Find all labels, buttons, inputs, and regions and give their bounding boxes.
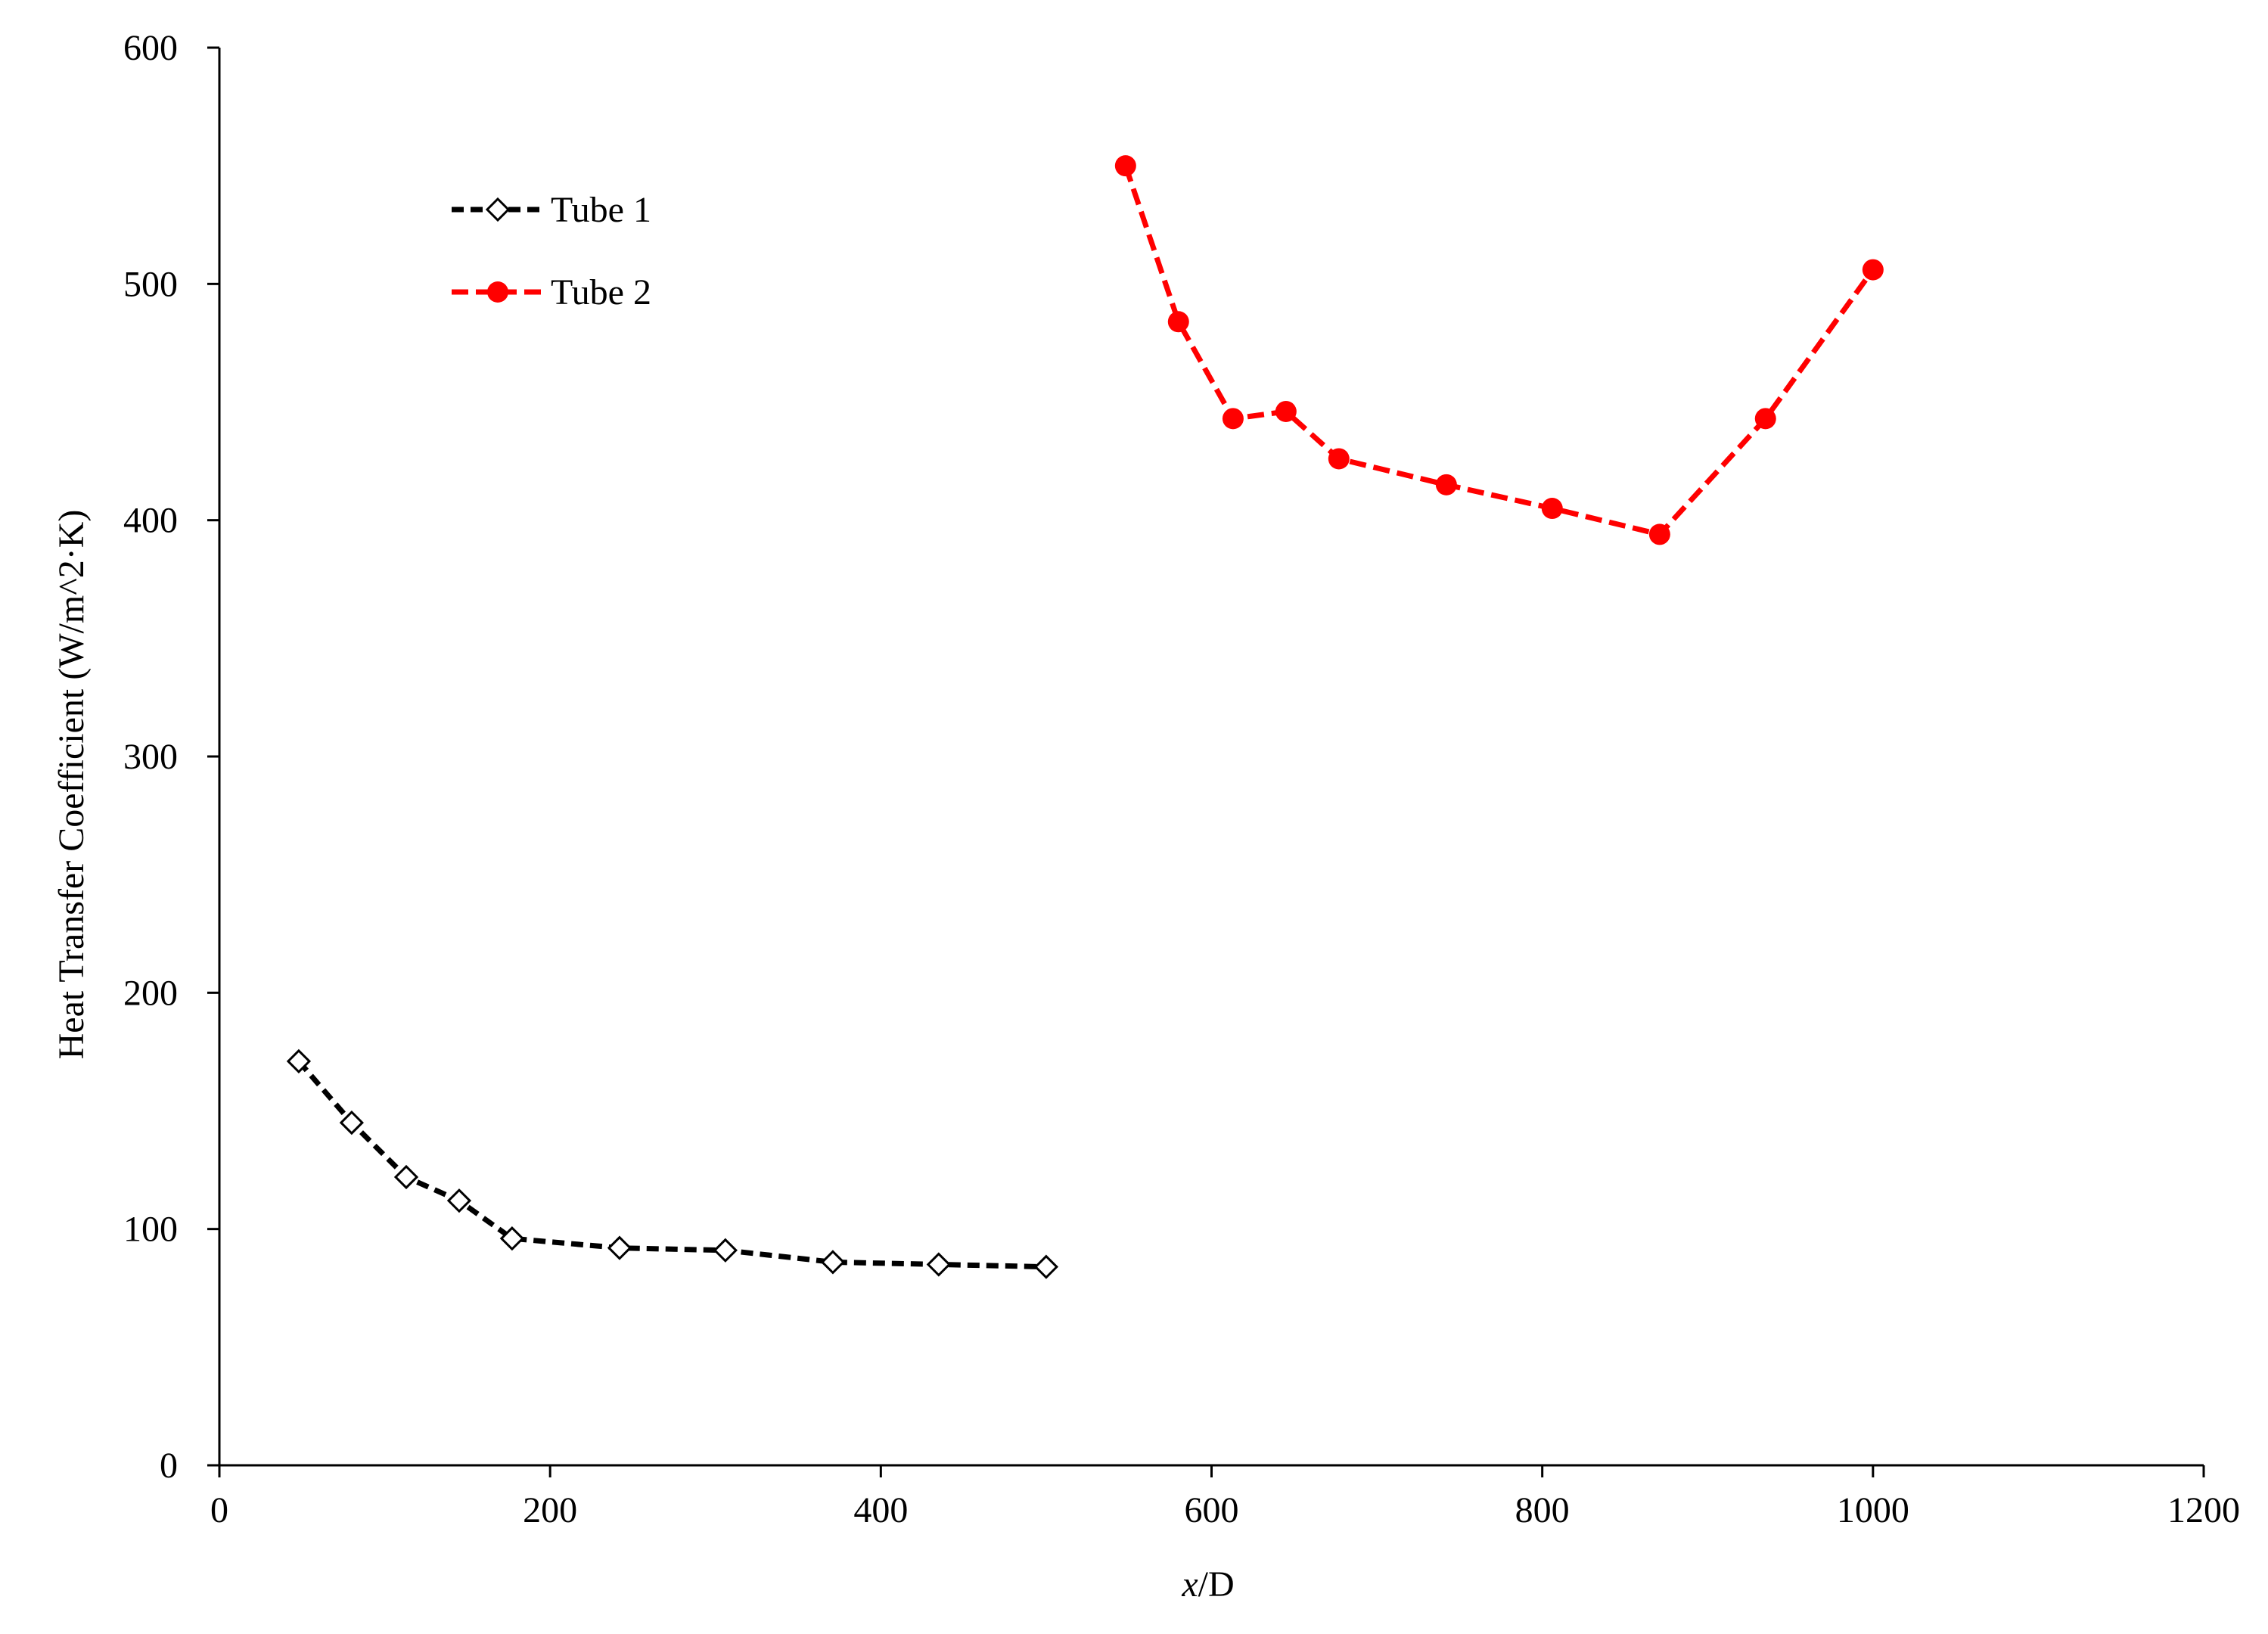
legend-marker-tube-1: [485, 197, 511, 222]
data-point-tube-2: [1275, 400, 1297, 422]
y-tick-label: 0: [160, 1446, 178, 1486]
y-tick-label: 300: [123, 737, 178, 777]
y-tick-label: 200: [123, 973, 178, 1013]
data-point-tube-1: [339, 1110, 364, 1135]
x-axis-title-italic: x: [1181, 1564, 1198, 1604]
series-layer: [286, 155, 1884, 1279]
data-point-tube-2: [1754, 408, 1776, 430]
y-tick-label: 600: [123, 28, 178, 68]
data-point-tube-1: [713, 1238, 738, 1263]
data-point-tube-1: [286, 1048, 312, 1074]
series-line-tube-2: [1123, 165, 1875, 537]
legend-entry-tube-2: Tube 2: [452, 272, 651, 312]
data-point-tube-2: [1541, 498, 1563, 520]
x-tick-label: 1200: [2167, 1490, 2240, 1530]
data-point-tube-2: [1328, 448, 1350, 470]
series-tube-2: [1114, 155, 1884, 545]
data-point-tube-2: [1648, 523, 1670, 545]
legend-label-tube-1: Tube 1: [551, 190, 651, 230]
legend: Tube 1 Tube 2: [452, 190, 651, 312]
data-point-tube-2: [1167, 311, 1189, 333]
x-axis-title-rest: /D: [1198, 1564, 1235, 1604]
y-tick-label: 100: [123, 1210, 178, 1250]
data-point-tube-1: [499, 1226, 525, 1251]
data-point-tube-1: [393, 1164, 419, 1190]
data-point-tube-2: [1222, 408, 1244, 430]
series-tube-1: [286, 1048, 1059, 1279]
data-point-tube-1: [820, 1250, 846, 1275]
x-tick-label: 1000: [1837, 1490, 1909, 1530]
legend-marker-tube-2: [487, 281, 508, 303]
legend-entry-tube-1: Tube 1: [452, 190, 651, 230]
x-tick-label: 600: [1185, 1490, 1239, 1530]
x-axis-title: x/D: [1181, 1564, 1234, 1604]
data-point-tube-2: [1114, 155, 1136, 177]
x-tick-label: 200: [523, 1490, 577, 1530]
legend-label-tube-2: Tube 2: [551, 272, 651, 312]
axes: 0 100 200 300 400 500 600 0 200 400 600 800 1000 1200: [123, 28, 2240, 1530]
data-point-tube-2: [1862, 259, 1884, 281]
data-point-tube-2: [1435, 474, 1457, 495]
series-line-tube-1: [297, 1059, 1046, 1270]
data-point-tube-1: [1033, 1254, 1059, 1279]
x-tick-label: 800: [1515, 1490, 1570, 1530]
x-tick-label: 400: [853, 1490, 908, 1530]
y-axis-title: Heat Transfer Coefficient (W/m^2·K): [51, 510, 92, 1060]
data-point-tube-1: [607, 1235, 632, 1260]
x-tick-label: 0: [210, 1490, 228, 1530]
data-point-tube-1: [926, 1252, 951, 1277]
data-point-tube-1: [446, 1188, 472, 1213]
y-tick-label: 400: [123, 501, 178, 541]
y-tick-label: 500: [123, 264, 178, 304]
